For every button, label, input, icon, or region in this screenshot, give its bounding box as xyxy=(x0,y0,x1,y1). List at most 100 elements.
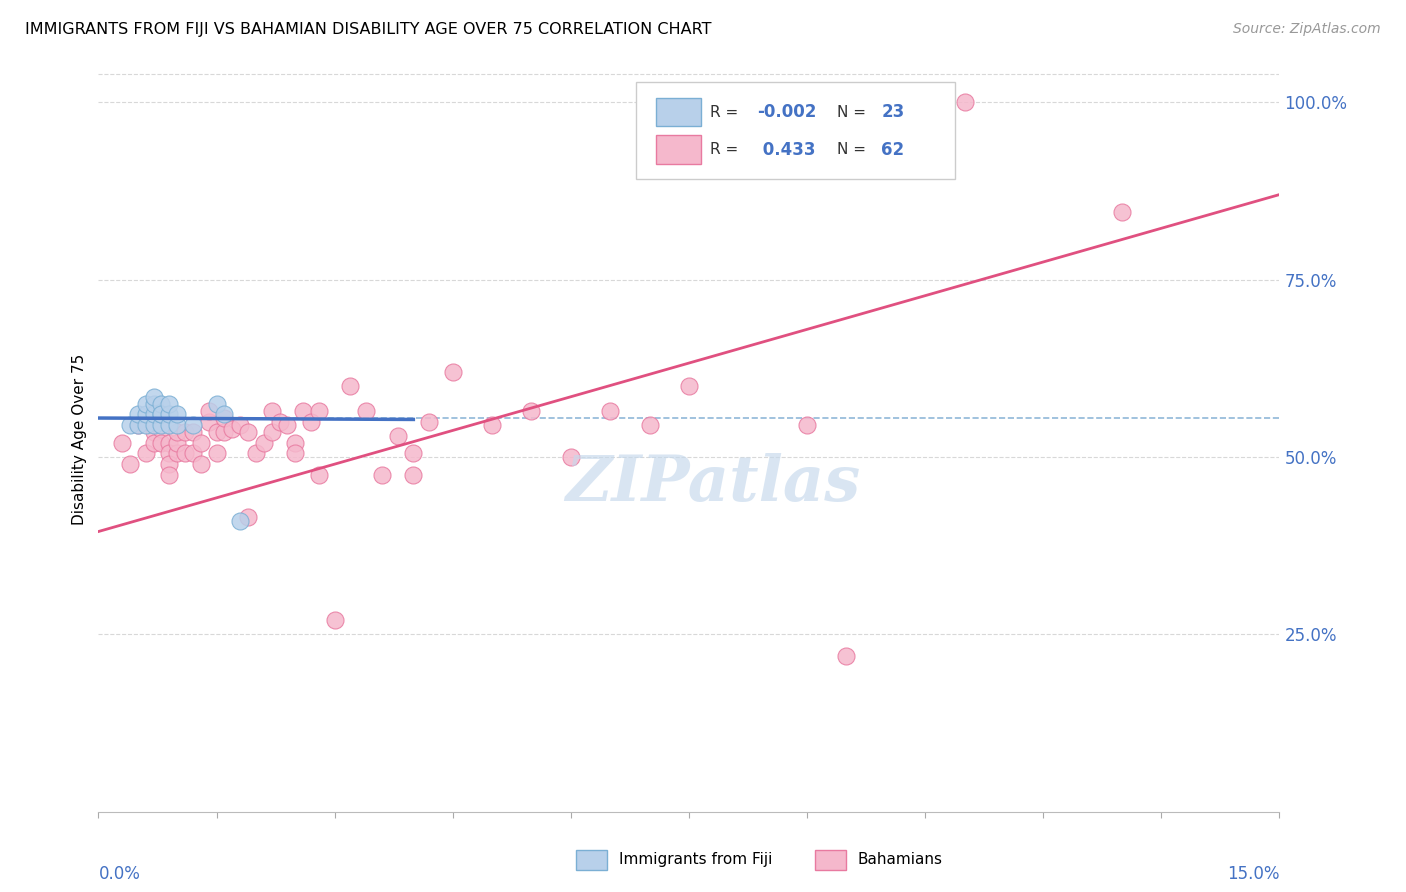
Point xyxy=(174,446,197,460)
Point xyxy=(245,446,267,460)
Point xyxy=(308,467,330,482)
Point xyxy=(150,408,173,422)
Point xyxy=(118,457,141,471)
Point xyxy=(205,397,228,411)
Point xyxy=(402,467,425,482)
Point xyxy=(1111,205,1133,219)
Point xyxy=(323,613,346,627)
Text: N =: N = xyxy=(837,142,870,157)
Point xyxy=(142,397,165,411)
Point xyxy=(229,514,252,528)
Text: R =: R = xyxy=(710,142,744,157)
Point xyxy=(181,418,204,433)
Text: N =: N = xyxy=(837,105,870,120)
Point xyxy=(135,418,157,433)
Point xyxy=(253,435,276,450)
Point xyxy=(284,435,307,450)
Point xyxy=(166,408,188,422)
Point xyxy=(118,418,141,433)
Point xyxy=(339,379,361,393)
Point xyxy=(142,425,165,440)
Point xyxy=(953,95,976,110)
Point xyxy=(150,408,173,422)
Text: Bahamians: Bahamians xyxy=(858,853,942,867)
Point xyxy=(135,397,157,411)
Point xyxy=(796,418,818,433)
Text: -0.002: -0.002 xyxy=(758,103,817,121)
FancyBboxPatch shape xyxy=(655,136,700,164)
Point xyxy=(441,365,464,379)
Point xyxy=(481,418,503,433)
Point xyxy=(135,446,157,460)
Point xyxy=(221,422,243,436)
Point xyxy=(111,435,134,450)
Point xyxy=(520,404,543,418)
Point xyxy=(197,404,219,418)
Point xyxy=(402,446,425,460)
Point xyxy=(150,397,173,411)
Point xyxy=(166,425,188,440)
Text: 15.0%: 15.0% xyxy=(1227,865,1279,883)
Point xyxy=(150,435,173,450)
Point xyxy=(157,457,180,471)
Text: 0.433: 0.433 xyxy=(758,141,815,159)
Point xyxy=(260,404,283,418)
Point xyxy=(214,425,236,440)
Point xyxy=(284,446,307,460)
Text: IMMIGRANTS FROM FIJI VS BAHAMIAN DISABILITY AGE OVER 75 CORRELATION CHART: IMMIGRANTS FROM FIJI VS BAHAMIAN DISABIL… xyxy=(25,22,711,37)
Point xyxy=(150,422,173,436)
FancyBboxPatch shape xyxy=(655,98,700,127)
Text: 0.0%: 0.0% xyxy=(98,865,141,883)
Point xyxy=(214,408,236,422)
Point xyxy=(236,425,259,440)
Text: Immigrants from Fiji: Immigrants from Fiji xyxy=(619,853,772,867)
Point xyxy=(678,379,700,393)
Text: R =: R = xyxy=(710,105,744,120)
Y-axis label: Disability Age Over 75: Disability Age Over 75 xyxy=(72,354,87,524)
Point xyxy=(299,415,322,429)
Text: 62: 62 xyxy=(882,141,904,159)
Point xyxy=(205,446,228,460)
Text: 23: 23 xyxy=(882,103,904,121)
Point xyxy=(127,418,149,433)
Point xyxy=(157,467,180,482)
Text: Source: ZipAtlas.com: Source: ZipAtlas.com xyxy=(1233,22,1381,37)
Point xyxy=(638,418,661,433)
Text: ZIPatlas: ZIPatlas xyxy=(565,453,860,515)
Point xyxy=(599,404,621,418)
Point xyxy=(142,418,165,433)
Point xyxy=(371,467,394,482)
Point xyxy=(190,435,212,450)
Point xyxy=(292,404,315,418)
Point xyxy=(269,415,291,429)
Point xyxy=(835,648,858,663)
Point xyxy=(174,425,197,440)
Point xyxy=(354,404,377,418)
Point xyxy=(181,425,204,440)
Point xyxy=(142,408,165,422)
Point xyxy=(387,429,409,443)
Point xyxy=(236,510,259,524)
Point xyxy=(166,435,188,450)
Point xyxy=(157,397,180,411)
Point xyxy=(157,435,180,450)
Point xyxy=(276,418,298,433)
Point xyxy=(157,408,180,422)
Point xyxy=(150,418,173,433)
Point xyxy=(181,446,204,460)
Point xyxy=(418,415,440,429)
Point xyxy=(157,418,180,433)
FancyBboxPatch shape xyxy=(636,82,955,178)
Point xyxy=(127,418,149,433)
Point xyxy=(127,408,149,422)
Point xyxy=(157,446,180,460)
Point xyxy=(166,418,188,433)
Point xyxy=(205,425,228,440)
Point xyxy=(197,415,219,429)
Point xyxy=(260,425,283,440)
Point xyxy=(142,435,165,450)
Point xyxy=(229,418,252,433)
Point xyxy=(142,390,165,404)
Point xyxy=(560,450,582,464)
Point xyxy=(214,411,236,425)
